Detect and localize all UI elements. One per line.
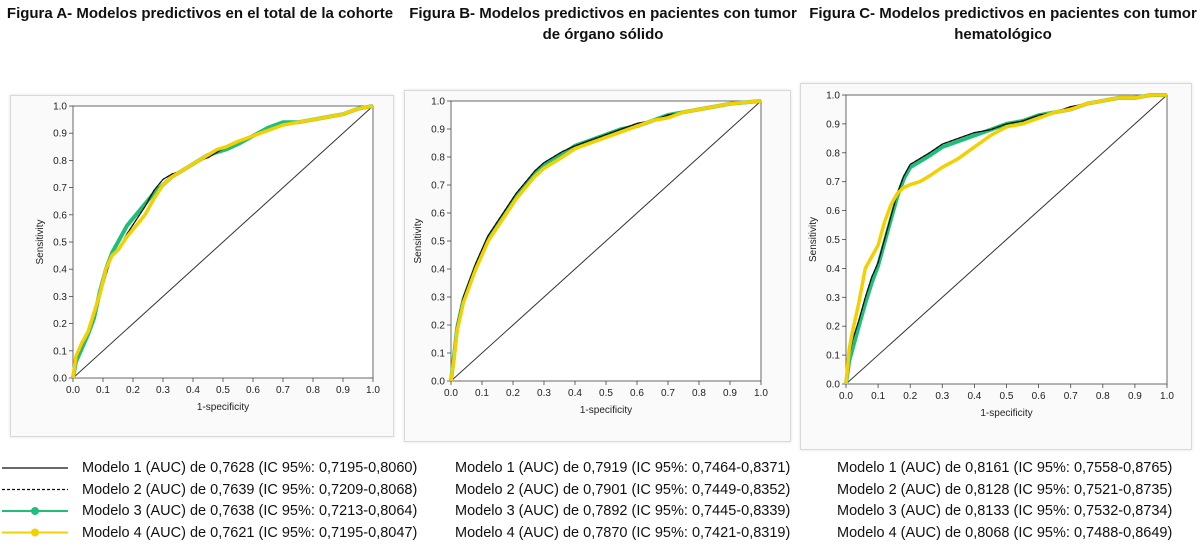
y-tick-label: 0.1 [826, 351, 840, 362]
figure-c-roc-svg: 0.00.0 0.1 0.1 0.2 0.2 0.3 0.3 0.4 0.4 0.5 0.5 0.6 0… [808, 91, 1174, 420]
legend-marker-modelo-4 [31, 528, 39, 537]
x-tick-label: 0.6 [1032, 391, 1046, 402]
y-tick-label: 0.2 [431, 321, 445, 332]
y-tick-label: 0.6 [53, 210, 67, 221]
x-tick-label: 1.0 [366, 385, 380, 396]
y-tick-label: 0.4 [431, 265, 445, 276]
y-tick-label: 0.9 [53, 129, 67, 140]
legend-marker-modelo-3 [31, 507, 39, 515]
figure-c-title: Figura C- Modelos predictivos en pacient… [809, 5, 1197, 43]
x-tick-label: 0.2 [506, 388, 520, 399]
figure-a-roc-svg: 0.00.0 0.1 0.1 0.2 0.2 0.3 0.3 0.4 0.4 0.5 0.5 0.6 0… [35, 102, 380, 414]
x-tick-label: 0.8 [692, 388, 706, 399]
figure-c-roc-chart: 0.0 0.0 0.1 0.1 0.2 0.2 0.3 0.3 0.4 0.4 0.5 0.5 0.6 0… [800, 83, 1192, 450]
y-tick-label: 1.0 [431, 97, 445, 108]
y-tick-label: 1.0 [826, 91, 840, 102]
x-tick-label: 0.7 [1064, 391, 1078, 402]
y-tick-label: 0.6 [826, 206, 840, 217]
y-axis-label: Sensitivity [808, 217, 819, 262]
y-tick-label: 0.7 [431, 181, 445, 192]
x-tick-label: 0.3 [156, 385, 170, 396]
y-tick-label: 0.5 [826, 235, 840, 246]
x-tick-label: 0.2 [903, 391, 917, 402]
y-axis-label: Sensitivity [35, 219, 46, 264]
y-tick-label: 0.8 [431, 153, 445, 164]
y-tick-label: 0.0 [53, 374, 67, 385]
x-tick-label: 0.8 [1096, 391, 1110, 402]
x-tick-label: 0.7 [276, 385, 290, 396]
x-tick-label: 0.7 [661, 388, 675, 399]
x-tick-label: 0.3 [935, 391, 949, 402]
x-tick-label: 0.0 [66, 385, 80, 396]
x-tick-label: 0.6 [246, 385, 260, 396]
roc-curve-modelo-4 [844, 93, 1167, 385]
x-tick-label: 0.9 [1128, 391, 1142, 402]
figure-a-roc-chart: 0.0 0.0 0.1 0.1 0.2 0.2 0.3 0.3 0.4 0.4 0.5 0.5 0.6 0… [10, 95, 394, 437]
figure-b-roc-chart: 0.0 0.0 0.1 0.1 0.2 0.2 0.3 0.3 0.4 0.4 0.5 0.5 0.6 0… [404, 90, 791, 442]
x-axis-label: 1-specificity [980, 408, 1032, 419]
y-tick-label: 0.3 [431, 293, 445, 304]
y-tick-label: 0.4 [53, 265, 67, 276]
y-tick-label: 0.2 [53, 319, 67, 330]
y-tick-label: 0.3 [826, 293, 840, 304]
y-tick-label: 0.9 [826, 119, 840, 130]
y-tick-label: 0.5 [53, 238, 67, 249]
x-tick-label: 0.1 [96, 385, 110, 396]
y-tick-label: 0.0 [431, 377, 445, 388]
y-tick-label: 0.4 [826, 264, 840, 275]
y-tick-label: 0.8 [53, 156, 67, 167]
y-tick-label: 0.1 [431, 349, 445, 360]
x-tick-label: 1.0 [1160, 391, 1174, 402]
y-tick-label: 0.1 [53, 346, 67, 357]
x-tick-label: 0.0 [839, 391, 853, 402]
x-tick-label: 0.4 [967, 391, 981, 402]
y-tick-label: 0.6 [431, 209, 445, 220]
x-tick-label: 0.0 [444, 388, 458, 399]
figure-a-title: Figura A- Modelos predictivos en el tota… [6, 5, 394, 22]
x-tick-label: 0.5 [1000, 391, 1014, 402]
y-tick-label: 0.8 [826, 148, 840, 159]
x-tick-label: 0.4 [186, 385, 200, 396]
x-tick-label: 0.6 [630, 388, 644, 399]
legend-symbols [0, 458, 70, 549]
x-axis-label: 1-specificity [580, 405, 632, 416]
x-tick-label: 0.2 [126, 385, 140, 396]
x-tick-label: 1.0 [754, 388, 768, 399]
roc-curve-modelo-2 [845, 94, 1167, 385]
roc-curve-modelo-4 [71, 104, 374, 379]
figure-b-title: Figura B- Modelos predictivos en pacient… [409, 5, 797, 43]
x-tick-label: 0.1 [871, 391, 885, 402]
y-tick-label: 0.5 [431, 237, 445, 248]
x-tick-label: 0.9 [336, 385, 350, 396]
x-tick-label: 0.4 [568, 388, 582, 399]
y-tick-label: 0.9 [431, 125, 445, 136]
legend-symbols-svg [2, 467, 68, 537]
x-tick-label: 0.5 [599, 388, 613, 399]
y-tick-label: 0.3 [53, 292, 67, 303]
x-axis-label: 1-specificity [197, 402, 249, 413]
y-tick-label: 0.2 [826, 322, 840, 333]
x-tick-label: 0.3 [537, 388, 551, 399]
y-tick-label: 0.0 [826, 380, 840, 391]
reference-diagonal [450, 100, 762, 382]
y-axis-label: Sensitivity [413, 218, 424, 263]
reference-diagonal [72, 105, 374, 379]
y-tick-label: 1.0 [53, 102, 67, 113]
y-tick-label: 0.7 [53, 183, 67, 194]
x-tick-label: 0.9 [723, 388, 737, 399]
x-tick-label: 0.8 [306, 385, 320, 396]
figure-b-roc-svg: 0.00.0 0.1 0.1 0.2 0.2 0.3 0.3 0.4 0.4 0.5 0.5 0.6 0… [413, 97, 768, 417]
y-tick-label: 0.7 [826, 177, 840, 188]
roc-curve-modelo-4 [449, 99, 762, 382]
x-tick-label: 0.5 [216, 385, 230, 396]
reference-diagonal [845, 94, 1168, 385]
x-tick-label: 0.1 [475, 388, 489, 399]
